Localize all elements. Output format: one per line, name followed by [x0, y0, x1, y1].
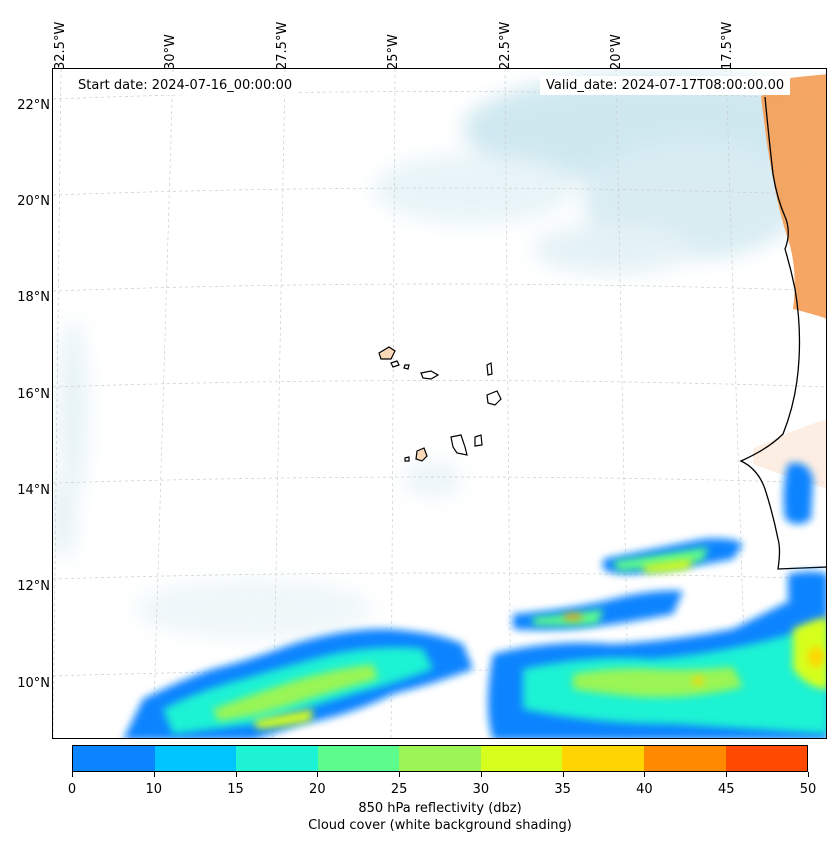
lat-label-12n: 12°N	[17, 579, 50, 594]
colorbar-tick	[726, 772, 728, 777]
colorbar-tick	[399, 772, 401, 777]
lat-label-16n: 16°N	[17, 387, 50, 402]
colorbar-label: 850 hPa reflectivity (dbz)	[358, 801, 522, 816]
lat-label-18n: 18°N	[17, 290, 50, 305]
colorbar-tick	[153, 772, 155, 777]
coastline	[739, 96, 826, 570]
start-date-label: Start date: 2024-07-16_00:00:00	[72, 76, 299, 95]
lat-label-14n: 14°N	[17, 483, 50, 498]
colorbar-tick	[808, 772, 809, 777]
cape-verde-islands	[378, 346, 502, 462]
colorbar-tick-label: 10	[145, 782, 163, 797]
lat-label-20n: 20°N	[17, 194, 50, 209]
colorbar-segment-0	[73, 746, 155, 771]
colorbar-tick-label: 25	[390, 782, 408, 797]
lon-label-20w: 20°W	[609, 34, 624, 70]
lon-label-17-5w: 17.5°W	[720, 21, 735, 70]
lon-label-32-5w: 32.5°W	[53, 21, 68, 70]
colorbar-segment-4	[399, 746, 481, 771]
reflectivity-high	[213, 558, 826, 729]
colorbar-tick-label: 15	[227, 782, 244, 797]
colorbar-segment-7	[643, 746, 726, 771]
reflectivity-colorbar	[72, 745, 808, 772]
colorbar-segment-5	[480, 746, 563, 771]
colorbar-tick	[644, 772, 646, 777]
colorbar-segment-8	[725, 746, 808, 771]
africa-landmass	[761, 74, 826, 319]
colorbar-tick-label: 35	[554, 782, 571, 797]
lon-label-30w: 30°W	[163, 34, 178, 70]
colorbar-tick-label: 30	[472, 782, 490, 797]
colorbar-segment-1	[154, 746, 237, 771]
lon-label-27-5w: 27.5°W	[275, 21, 290, 70]
reflectivity-peak	[563, 614, 824, 685]
lat-label-10n: 10°N	[17, 676, 50, 691]
colorbar-tick	[480, 772, 482, 777]
map-canvas	[53, 69, 826, 738]
cloud-cover-shading	[53, 74, 826, 639]
colorbar-tick	[235, 772, 237, 777]
lon-label-25w: 25°W	[386, 34, 401, 70]
colorbar-tick-label: 20	[309, 782, 326, 797]
colorbar-tick-label: 40	[636, 782, 653, 797]
map-panel[interactable]	[52, 68, 827, 739]
valid-date-label: Valid_date: 2024-07-17T08:00:00.00	[540, 76, 791, 95]
lon-label-22-5w: 22.5°W	[498, 21, 513, 70]
colorbar-tick-label: 50	[799, 782, 817, 797]
colorbar-segment-6	[562, 746, 644, 771]
lat-label-22n: 22°N	[17, 98, 50, 113]
colorbar-sublabel: Cloud cover (white background shading)	[308, 818, 572, 833]
colorbar-segment-2	[236, 746, 318, 771]
colorbar-tick-label: 0	[67, 782, 77, 797]
colorbar-tick	[317, 772, 319, 777]
colorbar-tick	[72, 772, 73, 777]
colorbar-segment-3	[317, 746, 400, 771]
colorbar-tick-label: 45	[717, 782, 735, 797]
colorbar-tick	[562, 772, 564, 777]
